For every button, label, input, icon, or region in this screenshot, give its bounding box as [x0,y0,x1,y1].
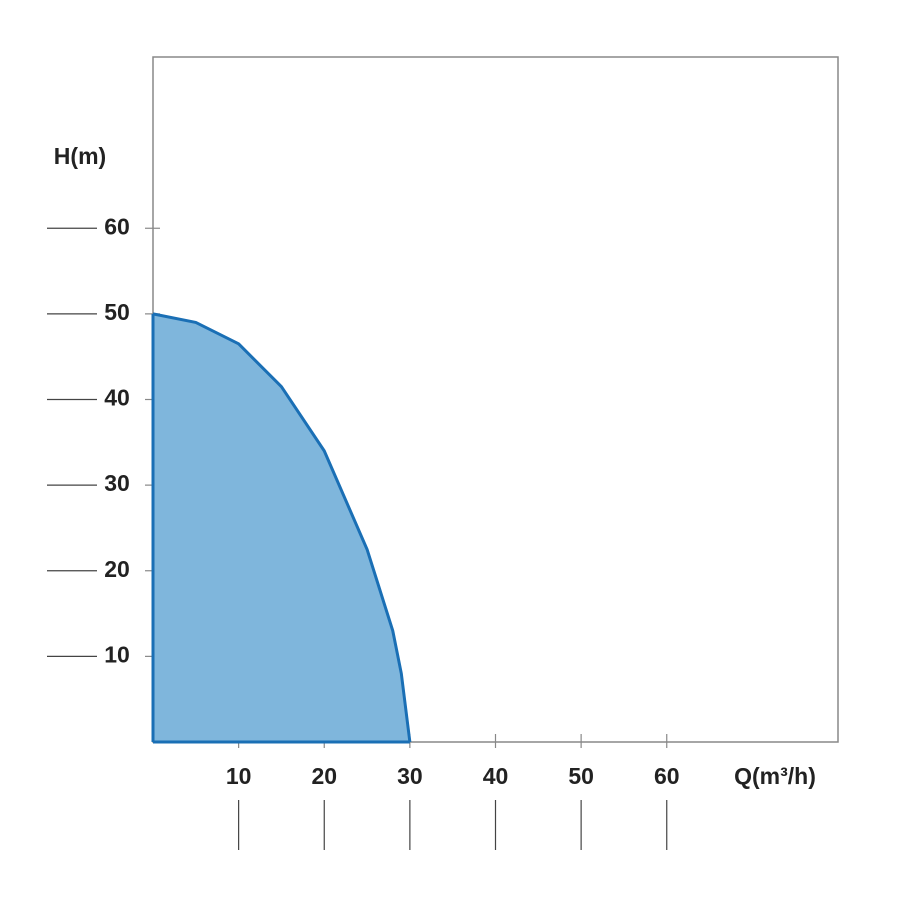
y-tick-label: 20 [104,556,130,582]
x-tick-label: 50 [568,763,594,789]
x-tick-label: 60 [654,763,680,789]
x-tick-label: 30 [397,763,423,789]
y-tick-label: 30 [104,470,130,496]
y-tick-label: 40 [104,385,130,411]
x-tick-label: 20 [311,763,337,789]
y-axis-label: H(m) [54,143,106,169]
curve [152,312,412,743]
y-tick-label: 60 [104,213,130,239]
y-tick-label: 10 [104,641,130,667]
x-tick-label: 40 [483,763,509,789]
x-tick-label: 10 [226,763,252,789]
x-axis-label: Q(m³/h) [734,763,816,789]
area [153,313,410,742]
y-tick-label: 50 [104,299,130,325]
